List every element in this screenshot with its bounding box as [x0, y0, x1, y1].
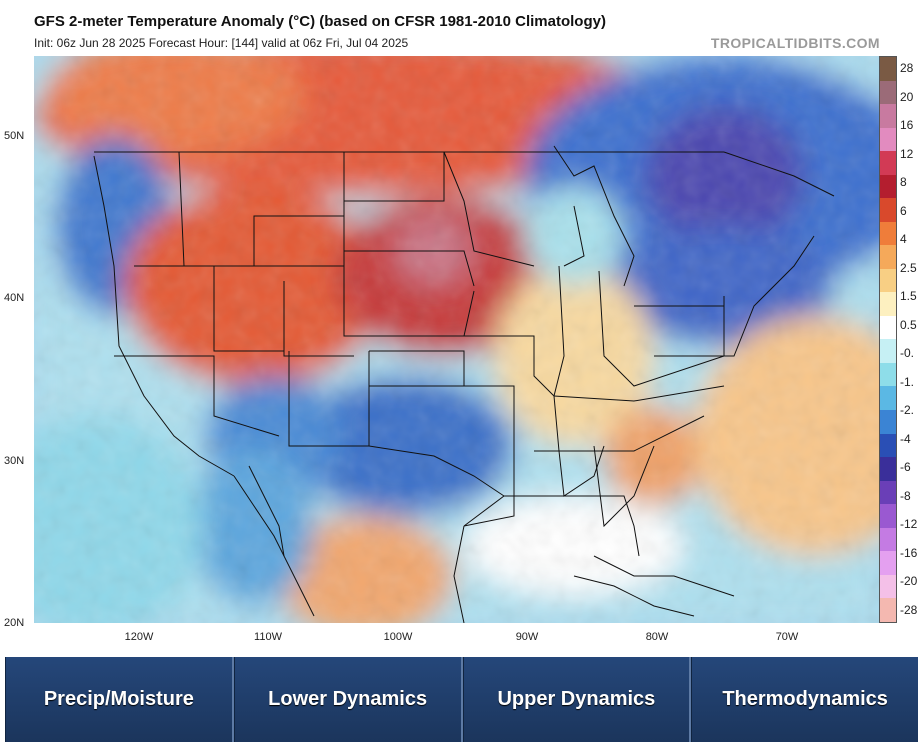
lat-label-40n: 40N	[4, 292, 25, 304]
map-subtitle: Init: 06z Jun 28 2025 Forecast Hour: [14…	[34, 36, 409, 50]
lat-label-30n: 30N	[4, 455, 25, 467]
legend-label: 1.5	[900, 289, 917, 304]
legend-swatch	[880, 480, 896, 505]
legend-label: 16	[900, 118, 914, 133]
legend-swatch	[880, 574, 896, 599]
legend-swatch	[880, 245, 896, 269]
legend-label: 8	[900, 175, 907, 190]
legend-swatch	[880, 362, 896, 387]
legend-swatch	[880, 386, 896, 410]
legend-swatch	[880, 551, 896, 575]
legend-swatch	[880, 315, 896, 340]
legend-label: -0.	[900, 346, 915, 361]
lon-label-120w: 120W	[124, 631, 154, 643]
legend-label: -16	[900, 545, 918, 560]
category-tab-bar: Precip/Moisture Lower Dynamics Upper Dyn…	[5, 657, 918, 742]
tab-precip-moisture[interactable]: Precip/Moisture	[5, 657, 234, 742]
legend-label: -8	[900, 488, 911, 503]
legend-label: 28	[900, 61, 914, 75]
legend-swatch	[880, 104, 896, 128]
legend-swatch	[880, 268, 896, 293]
legend-swatch	[880, 174, 896, 199]
brand-watermark: TROPICALTIDBITS.COM	[710, 35, 880, 51]
color-legend-bar	[879, 56, 897, 623]
tab-lower-dynamics[interactable]: Lower Dynamics	[233, 657, 463, 742]
legend-swatch	[880, 457, 896, 481]
legend-label: 20	[900, 89, 914, 104]
legend-swatch	[880, 198, 896, 222]
state-borders	[93, 145, 835, 623]
legend-label: -28	[900, 603, 918, 617]
legend-label: 0.5	[900, 317, 917, 332]
legend-label: 2.5	[900, 260, 917, 275]
legend-swatch	[880, 339, 896, 363]
legend-swatch	[880, 57, 896, 81]
lon-label-90w: 90W	[515, 631, 539, 643]
legend-label: -1.	[900, 374, 915, 389]
legend-swatch	[880, 151, 896, 175]
legend-label: -2.	[900, 403, 915, 418]
legend-label: 12	[900, 146, 914, 161]
legend-label: -4	[900, 431, 911, 446]
lon-label-100w: 100W	[383, 631, 413, 643]
legend-swatch	[880, 527, 896, 552]
lat-label-20n: 20N	[4, 617, 25, 629]
legend-swatch	[880, 221, 896, 246]
legend-swatch	[880, 433, 896, 458]
legend-label: -12	[900, 517, 918, 532]
temperature-anomaly-map	[34, 56, 879, 623]
legend-swatch	[880, 292, 896, 316]
legend-label: 4	[900, 232, 907, 247]
legend-swatch	[880, 127, 896, 152]
legend-label: -20	[900, 574, 918, 589]
legend-swatch	[880, 504, 896, 528]
lon-label-70w: 70W	[775, 631, 799, 643]
legend-label: -6	[900, 460, 911, 475]
legend-swatch	[880, 80, 896, 105]
map-title: GFS 2-meter Temperature Anomaly (°C) (ba…	[34, 13, 606, 30]
legend-swatch	[880, 598, 896, 622]
tab-thermodynamics[interactable]: Thermodynamics	[691, 657, 918, 742]
lat-label-50n: 50N	[4, 130, 25, 142]
lon-label-110w: 110W	[254, 631, 282, 643]
tab-upper-dynamics[interactable]: Upper Dynamics	[462, 657, 692, 742]
lon-label-80w: 80W	[645, 631, 669, 643]
legend-swatch	[880, 409, 896, 434]
legend-label: 6	[900, 203, 907, 218]
